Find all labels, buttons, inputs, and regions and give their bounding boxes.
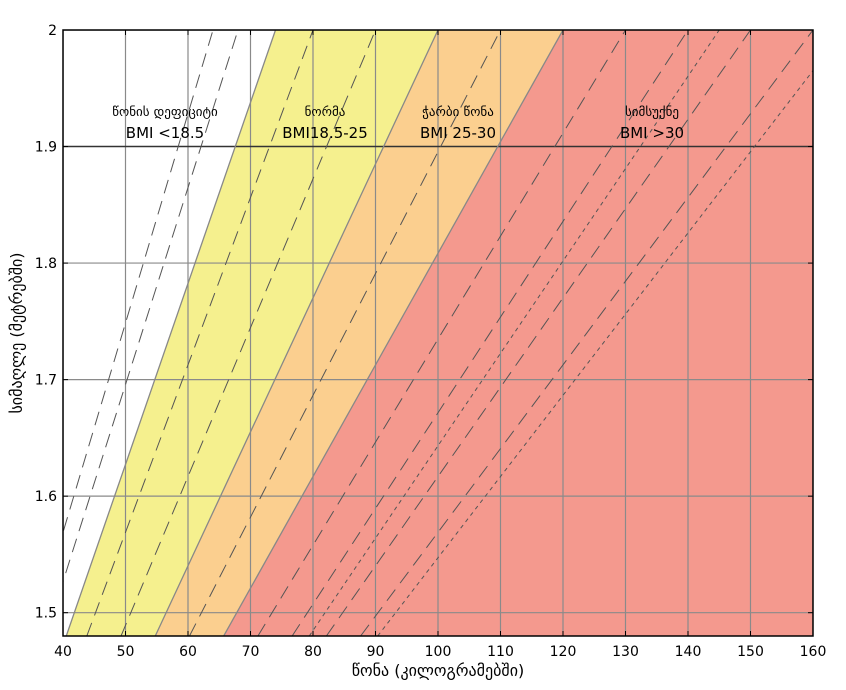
x-tick-label: 110: [487, 644, 514, 660]
zone-name-label: ჭარბი წონა: [422, 105, 494, 120]
y-tick-label: 1.5: [35, 606, 57, 622]
y-tick-label: 1.9: [35, 140, 57, 156]
x-tick-label: 40: [54, 644, 72, 660]
zone-bmi-label: BMI 25-30: [420, 124, 496, 142]
zone-name-label: წონის დეფიციტი: [112, 105, 218, 120]
ticks: 40 50 60 70 80 90 100 110 120 130 140 150 160 1.5 1.6 1…: [35, 23, 827, 660]
x-tick-label: 80: [304, 644, 322, 660]
bmi-boundary-line: [223, 30, 564, 636]
zone-name-label: სიმსუქნე: [625, 105, 679, 120]
x-tick-label: 160: [800, 644, 827, 660]
bmi-dashed-line: [360, 30, 813, 636]
zone-2: [155, 30, 564, 636]
y-tick-label: 2: [48, 23, 57, 39]
bmi-dashed-line: [63, 30, 214, 535]
bmi-dashed-line: [86, 30, 314, 636]
bmi-dotted-line: [308, 30, 720, 636]
y-tick-label: 1.6: [35, 489, 57, 505]
bmi-lines: [63, 30, 813, 636]
zone-bmi-label: BMI >30: [620, 124, 684, 142]
bmi-boundary-line: [65, 30, 277, 636]
bmi-zones: [63, 30, 813, 636]
y-tick-label: 1.8: [35, 256, 57, 272]
x-tick-label: 70: [242, 644, 260, 660]
x-tick-label: 90: [367, 644, 385, 660]
bmi-dashed-line: [63, 30, 239, 584]
x-tick-label: 130: [612, 644, 639, 660]
x-tick-label: 120: [550, 644, 577, 660]
bmi-dashed-line: [291, 30, 689, 636]
bmi-dashed-line: [189, 30, 501, 636]
x-axis-title: წონა (კილოგრამებში): [352, 661, 524, 680]
zone-labels: წონის დეფიციტი BMI <18.5 ნორმა BMI18.5-25 ჭა…: [112, 105, 684, 142]
grid: [63, 30, 813, 636]
zone-name-label: ნორმა: [305, 105, 346, 120]
y-axis-title: სიმაღლე (მეტრებში): [7, 252, 26, 413]
y-tick-label: 1.7: [35, 373, 57, 389]
x-tick-label: 50: [117, 644, 135, 660]
x-tick-label: 140: [675, 644, 702, 660]
zone-bmi-label: BMI <18.5: [126, 124, 204, 142]
bmi-boundary-line: [154, 30, 439, 636]
x-tick-label: 100: [425, 644, 452, 660]
zone-1: [66, 30, 439, 636]
x-tick-label: 150: [737, 644, 764, 660]
zone-3: [223, 30, 813, 636]
bmi-dashed-line: [325, 30, 751, 636]
bmi-dashed-line: [257, 30, 626, 636]
zone-bmi-label: BMI18.5-25: [282, 124, 368, 142]
x-tick-label: 60: [179, 644, 197, 660]
zone-0: [63, 30, 276, 636]
